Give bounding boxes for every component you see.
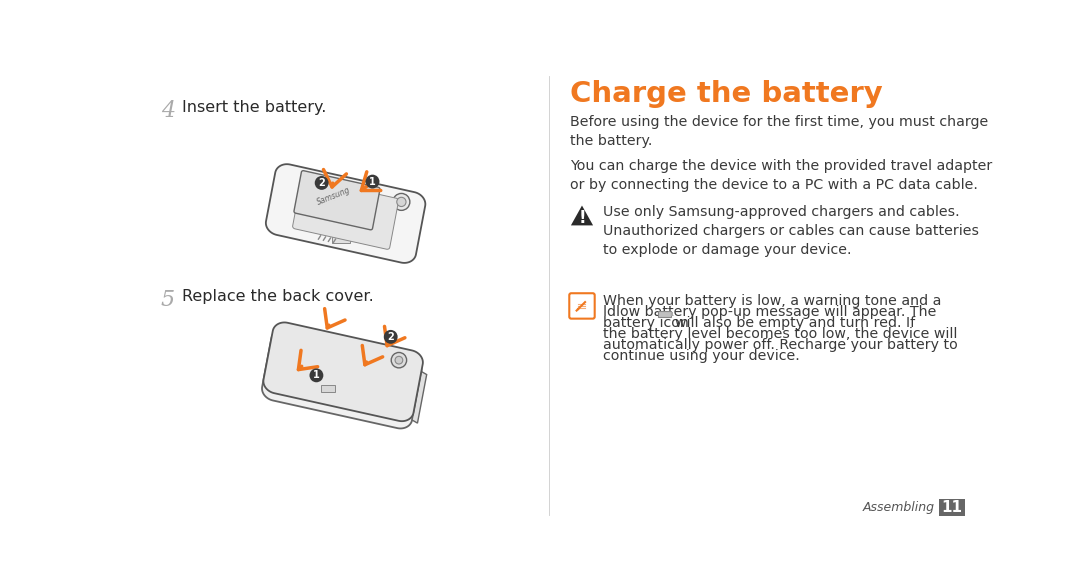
FancyBboxPatch shape bbox=[671, 312, 673, 316]
Text: will also be empty and turn red. If: will also be empty and turn red. If bbox=[675, 316, 915, 330]
Text: You can charge the device with the provided travel adapter
or by connecting the : You can charge the device with the provi… bbox=[570, 159, 993, 192]
Text: Insert the battery.: Insert the battery. bbox=[183, 100, 327, 115]
FancyBboxPatch shape bbox=[939, 499, 964, 516]
Text: Charge the battery: Charge the battery bbox=[570, 80, 883, 108]
Text: battery icon: battery icon bbox=[603, 316, 689, 330]
Text: 2: 2 bbox=[388, 332, 394, 342]
FancyBboxPatch shape bbox=[658, 311, 671, 318]
Text: ldlow battery pop-up message will appear. The: ldlow battery pop-up message will appear… bbox=[603, 305, 936, 319]
Text: Samsung: Samsung bbox=[315, 186, 352, 207]
Circle shape bbox=[383, 330, 397, 344]
Circle shape bbox=[310, 369, 323, 382]
Text: 4: 4 bbox=[161, 100, 175, 121]
Polygon shape bbox=[293, 178, 399, 249]
FancyBboxPatch shape bbox=[569, 293, 595, 319]
Text: Use only Samsung-approved chargers and cables.
Unauthorized chargers or cables c: Use only Samsung-approved chargers and c… bbox=[603, 205, 978, 257]
FancyBboxPatch shape bbox=[321, 384, 335, 392]
Polygon shape bbox=[262, 330, 421, 428]
Text: 1: 1 bbox=[313, 370, 320, 380]
Polygon shape bbox=[413, 372, 427, 423]
Circle shape bbox=[366, 175, 379, 189]
Circle shape bbox=[393, 193, 409, 210]
Text: automatically power off. Recharge your battery to: automatically power off. Recharge your b… bbox=[603, 338, 958, 352]
Polygon shape bbox=[264, 322, 423, 421]
Text: 11: 11 bbox=[941, 500, 962, 515]
Circle shape bbox=[396, 197, 406, 206]
FancyBboxPatch shape bbox=[332, 232, 350, 243]
Text: When your battery is low, a warning tone and a: When your battery is low, a warning tone… bbox=[603, 294, 941, 308]
Text: 2: 2 bbox=[319, 178, 325, 188]
Polygon shape bbox=[294, 171, 380, 230]
Text: Replace the back cover.: Replace the back cover. bbox=[183, 289, 374, 304]
Text: 5: 5 bbox=[161, 289, 175, 311]
Polygon shape bbox=[571, 206, 593, 226]
Text: !: ! bbox=[578, 209, 585, 227]
Text: the battery level becomes too low, the device will: the battery level becomes too low, the d… bbox=[603, 327, 957, 341]
Circle shape bbox=[395, 356, 403, 364]
Text: Before using the device for the first time, you must charge
the battery.: Before using the device for the first ti… bbox=[570, 115, 988, 148]
Text: Assembling: Assembling bbox=[863, 501, 934, 514]
Text: 1: 1 bbox=[369, 176, 376, 186]
Text: continue using your device.: continue using your device. bbox=[603, 349, 799, 363]
Polygon shape bbox=[266, 164, 426, 263]
Circle shape bbox=[391, 352, 407, 368]
Circle shape bbox=[314, 176, 328, 190]
